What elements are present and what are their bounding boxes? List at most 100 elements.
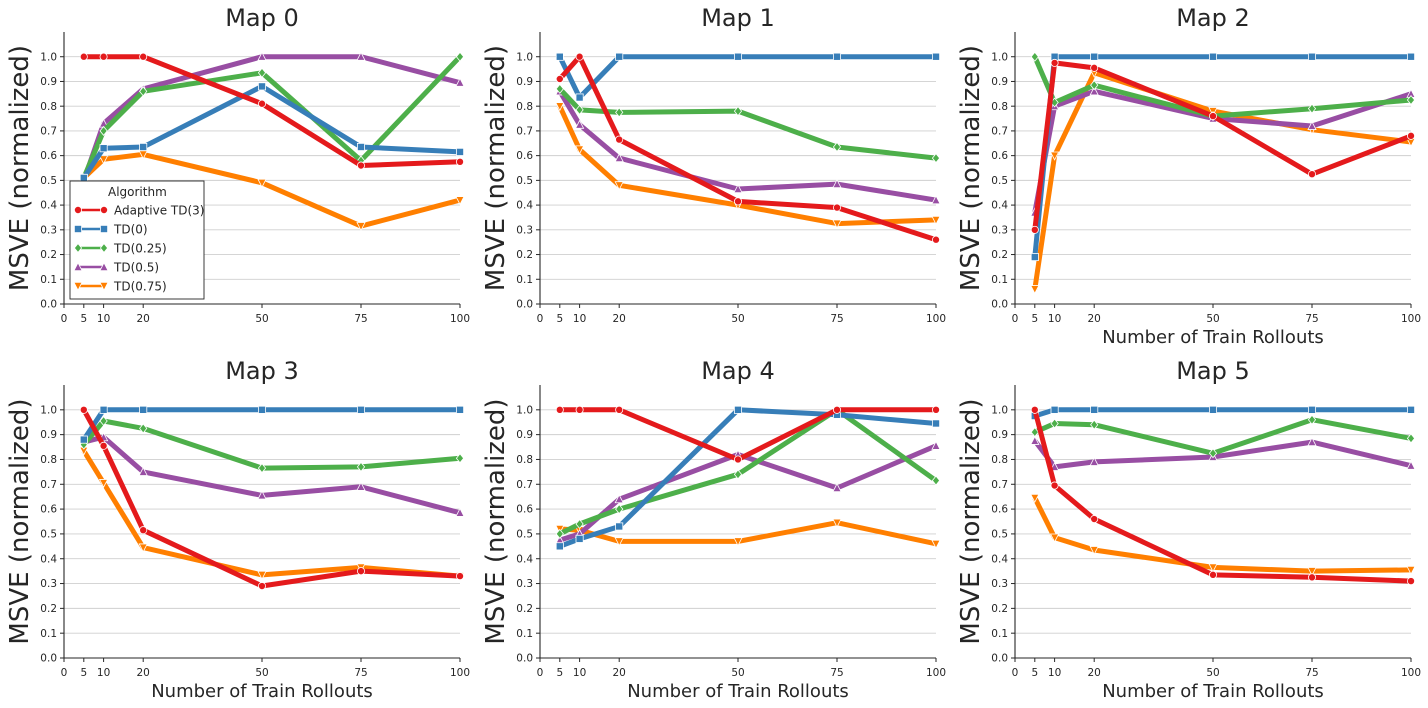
subplot-map-4: 0.0 0.1 0.2 0.3 0.4 0.5 0.6 0.7 0.8 0.9 1.0 0 5 10 20 5… xyxy=(481,357,946,702)
series-line-td-0-5 xyxy=(1032,88,1412,213)
y-tick-label: 0.9 xyxy=(516,429,533,441)
data-point xyxy=(257,405,266,414)
data-point xyxy=(733,106,743,117)
data-point xyxy=(455,157,464,166)
y-tick-label: 0.3 xyxy=(991,224,1008,236)
series-line-td-0-25 xyxy=(81,54,462,179)
y-tick-label: 0.4 xyxy=(516,553,533,565)
data-point xyxy=(1307,103,1317,114)
data-point xyxy=(257,570,267,580)
data-point xyxy=(734,405,743,414)
data-point xyxy=(99,52,108,61)
series-td-0-75 xyxy=(555,102,941,229)
data-point xyxy=(99,405,108,414)
x-tick-label: 100 xyxy=(1401,667,1421,679)
data-point xyxy=(1209,570,1218,579)
data-point xyxy=(931,539,941,549)
x-tick-label: 10 xyxy=(97,313,110,325)
data-point xyxy=(614,537,624,547)
x-tick-label: 0 xyxy=(61,667,68,679)
data-point xyxy=(98,479,109,489)
y-tick-label: 0.9 xyxy=(991,76,1008,88)
data-point xyxy=(356,142,365,151)
subplot-map-2: 0.0 0.1 0.2 0.3 0.4 0.5 0.6 0.7 0.8 0.9 1.0 0 5 10 20 5… xyxy=(956,4,1421,348)
data-point xyxy=(575,104,584,115)
data-point xyxy=(575,52,584,61)
data-point xyxy=(575,405,584,414)
x-tick-label: 20 xyxy=(137,667,150,679)
x-tick-label: 50 xyxy=(731,667,744,679)
x-tick-label: 50 xyxy=(1206,667,1219,679)
x-tick-label: 100 xyxy=(450,667,470,679)
chart-title: Map 4 xyxy=(701,357,775,385)
y-tick-label: 0.8 xyxy=(40,454,57,466)
y-tick-label: 1.0 xyxy=(40,51,57,63)
data-point xyxy=(1050,418,1059,429)
x-tick-label: 75 xyxy=(354,313,367,325)
data-point xyxy=(1050,58,1059,67)
series-adaptive-td-3 xyxy=(1030,405,1416,586)
y-tick-label: 0.7 xyxy=(991,479,1008,491)
chart-title: Map 2 xyxy=(1176,4,1250,32)
data-point xyxy=(1308,170,1317,179)
series-td-0 xyxy=(555,52,941,102)
legend-marker xyxy=(74,205,83,214)
data-point xyxy=(1406,565,1416,575)
y-axis-label: MSVE (normalized) xyxy=(481,45,511,291)
data-point xyxy=(99,144,108,153)
data-point xyxy=(733,183,743,194)
data-point xyxy=(932,405,941,414)
y-tick-label: 0.8 xyxy=(516,454,533,466)
series-adaptive-td-3 xyxy=(79,405,464,591)
data-point xyxy=(575,93,584,102)
series-td-0-25 xyxy=(1030,414,1416,459)
y-axis-label: MSVE (normalized) xyxy=(956,45,986,291)
y-tick-label: 0.4 xyxy=(991,200,1008,212)
data-point xyxy=(138,466,148,476)
y-tick-label: 0.6 xyxy=(40,504,57,516)
legend-entry-adaptive-td-3: Adaptive TD(3) xyxy=(74,204,205,218)
y-axis-label: MSVE (normalized) xyxy=(5,45,35,291)
data-point xyxy=(575,534,584,543)
data-point xyxy=(932,419,941,428)
data-point xyxy=(931,440,941,450)
data-point xyxy=(931,475,941,486)
data-point xyxy=(1308,573,1317,582)
data-point xyxy=(1407,131,1416,140)
x-tick-label: 75 xyxy=(1305,667,1318,679)
series-line-td-0-75 xyxy=(82,151,461,229)
y-tick-label: 0.8 xyxy=(40,101,57,113)
y-tick-label: 1.0 xyxy=(516,51,533,63)
x-tick-label: 50 xyxy=(1206,313,1219,325)
series-td-0-5 xyxy=(1030,435,1416,471)
data-point xyxy=(257,82,266,91)
legend-entry-td-0-75: TD(0.75) xyxy=(73,280,167,294)
x-tick-label: 75 xyxy=(354,667,367,679)
y-tick-label: 0.2 xyxy=(991,603,1008,615)
legend-label: Adaptive TD(3) xyxy=(114,204,205,218)
subplot-map-1: 0.0 0.1 0.2 0.3 0.4 0.5 0.6 0.7 0.8 0.9 1.0 0 5 10 20 5… xyxy=(481,4,946,325)
y-tick-label: 0.4 xyxy=(40,553,57,565)
data-point xyxy=(99,441,108,450)
data-point xyxy=(356,405,365,414)
data-point xyxy=(555,528,564,539)
chart-title: Map 3 xyxy=(225,357,299,385)
data-point xyxy=(615,405,624,414)
data-point xyxy=(555,102,565,112)
data-point xyxy=(455,507,465,517)
x-tick-label: 75 xyxy=(1305,313,1318,325)
series-line-td-0-75 xyxy=(557,105,937,227)
legend-marker xyxy=(99,281,109,292)
x-tick-label: 10 xyxy=(97,667,110,679)
y-tick-label: 0.6 xyxy=(40,150,57,162)
data-point xyxy=(1090,52,1099,61)
data-point xyxy=(1209,52,1218,61)
y-tick-label: 0.0 xyxy=(516,299,533,311)
y-tick-label: 0.6 xyxy=(991,150,1008,162)
data-point xyxy=(734,52,743,61)
data-point xyxy=(1208,448,1218,459)
x-tick-label: 5 xyxy=(80,313,87,325)
y-tick-label: 0.0 xyxy=(991,653,1008,665)
data-point xyxy=(1406,433,1416,444)
